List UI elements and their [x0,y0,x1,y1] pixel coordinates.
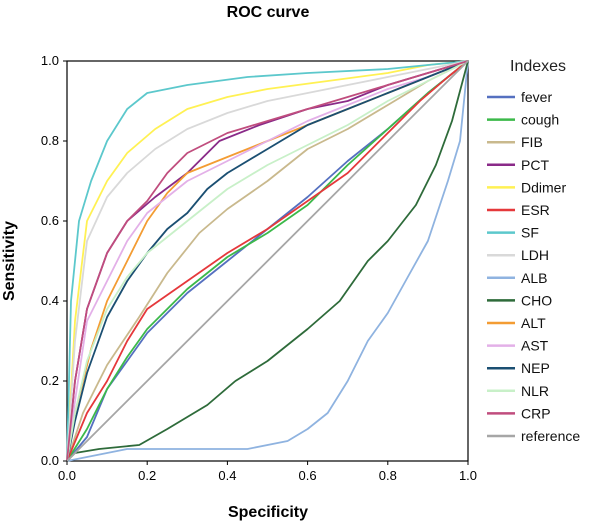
legend-label: ALB [521,270,547,286]
series-line-sf [66,60,469,462]
series-line-alb [66,60,469,462]
legend-label: ALT [521,315,546,331]
legend-label: AST [521,338,549,354]
legend-item-ast: AST [487,338,549,354]
x-tick-label: 0.4 [218,468,236,483]
legend-item-crp: CRP [487,405,551,421]
legend-item-cho: CHO [487,292,552,308]
y-tick-label: 1.0 [41,53,59,68]
series-line-fib [66,60,469,462]
legend-label: FIB [521,134,543,150]
legend-item-fever: fever [487,89,552,105]
series-line-esr [66,60,469,462]
legend-label: SF [521,225,539,241]
x-axis-label: Specificity [228,504,308,521]
y-axis-ticks: 0.0 0.2 0.4 0.6 0.8 1.0 [41,53,67,468]
series-line-nlr [66,60,469,462]
legend-label: cough [521,112,559,128]
legend-item-esr: ESR [487,202,550,218]
x-tick-label: 0.8 [379,468,397,483]
y-tick-label: 0.6 [41,213,59,228]
legend-label: ESR [521,202,550,218]
x-axis-ticks: 0.0 0.2 0.4 0.6 0.8 1.0 [58,461,477,483]
legend-label: Ddimer [521,179,566,195]
legend-item-fib: FIB [487,134,543,150]
legend-label: LDH [521,247,549,263]
legend-label: PCT [521,157,549,173]
legend-label: reference [521,428,580,444]
x-tick-label: 1.0 [459,468,477,483]
series-line-ast [66,60,469,462]
series-line-reference [66,60,469,462]
legend-item-ldh: LDH [487,247,549,263]
series-line-ddimer [66,60,469,462]
series-line-cho [66,60,469,462]
legend-title: Indexes [510,58,566,75]
x-tick-label: 0.0 [58,468,76,483]
legend-label: CRP [521,405,551,421]
legend-item-cough: cough [487,112,559,128]
legend-item-ddimer: Ddimer [487,179,566,195]
y-tick-label: 0.4 [41,293,59,308]
legend-label: CHO [521,292,552,308]
legend-item-nep: NEP [487,360,550,376]
chart-title: ROC curve [227,4,310,21]
legend-label: NLR [521,383,549,399]
plot-area [66,60,469,462]
legend-label: NEP [521,360,550,376]
y-tick-label: 0.0 [41,453,59,468]
y-axis-label: Sensitivity [1,221,18,301]
x-tick-label: 0.6 [299,468,317,483]
y-tick-label: 0.2 [41,373,59,388]
legend-item-alb: ALB [487,270,547,286]
legend-item-alt: ALT [487,315,546,331]
legend-item-nlr: NLR [487,383,549,399]
legend-item-sf: SF [487,225,539,241]
series-line-cough [66,60,469,462]
series-line-nep [66,60,469,462]
legend-items: fever cough FIB PCT Ddimer ESR SF LDH ALB CHO ALT A… [487,89,580,444]
series-layer [66,60,469,462]
y-tick-label: 0.8 [41,133,59,148]
legend-label: fever [521,89,552,105]
series-line-crp [66,60,469,462]
x-tick-label: 0.2 [138,468,156,483]
legend: Indexes fever cough FIB PCT Ddimer ESR SF LDH AL… [487,58,580,444]
legend-item-reference: reference [487,428,580,444]
legend-item-pct: PCT [487,157,549,173]
series-line-ldh [66,60,469,462]
